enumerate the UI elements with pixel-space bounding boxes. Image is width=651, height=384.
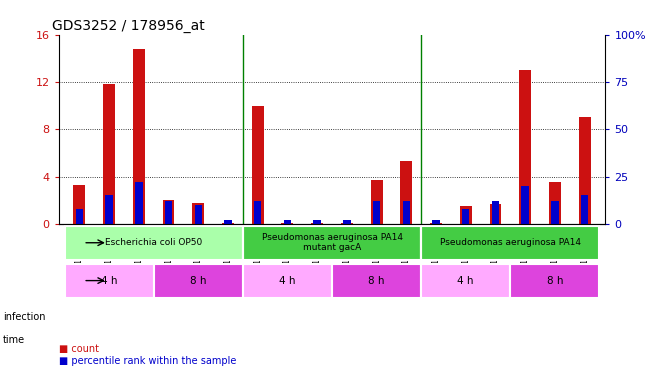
Bar	[579, 118, 590, 224]
Bar	[462, 209, 469, 224]
Bar	[373, 201, 380, 224]
FancyBboxPatch shape	[421, 263, 510, 298]
Bar	[225, 220, 232, 224]
Bar	[551, 201, 559, 224]
Bar	[163, 200, 174, 224]
Text: 4 h: 4 h	[279, 276, 296, 286]
FancyBboxPatch shape	[64, 226, 243, 260]
Text: 8 h: 8 h	[190, 276, 206, 286]
Text: 4 h: 4 h	[101, 276, 117, 286]
Bar	[370, 180, 383, 224]
Bar	[252, 106, 264, 224]
Bar	[165, 201, 173, 224]
FancyBboxPatch shape	[154, 263, 243, 298]
Bar	[103, 84, 115, 224]
Text: GDS3252 / 178956_at: GDS3252 / 178956_at	[52, 19, 205, 33]
Text: Pseudomonas aeruginosa PA14
mutant gacA: Pseudomonas aeruginosa PA14 mutant gacA	[262, 233, 402, 252]
Bar	[311, 223, 323, 224]
Text: ■ percentile rank within the sample: ■ percentile rank within the sample	[59, 356, 236, 366]
FancyBboxPatch shape	[64, 263, 154, 298]
Bar	[254, 201, 262, 224]
Bar	[581, 195, 589, 224]
Bar	[521, 186, 529, 224]
Bar	[430, 223, 442, 224]
Bar	[195, 205, 202, 224]
Bar	[313, 220, 321, 224]
Bar	[400, 161, 412, 224]
Bar	[460, 206, 472, 224]
Bar	[549, 182, 561, 224]
Bar	[341, 223, 353, 224]
Text: 8 h: 8 h	[547, 276, 563, 286]
Bar	[402, 201, 410, 224]
FancyBboxPatch shape	[243, 226, 421, 260]
Bar	[222, 223, 234, 224]
Text: infection: infection	[3, 312, 46, 322]
Bar	[74, 185, 85, 224]
Bar	[105, 195, 113, 224]
Bar	[192, 202, 204, 224]
FancyBboxPatch shape	[510, 263, 600, 298]
Bar	[135, 182, 143, 224]
Text: ■ count: ■ count	[59, 344, 98, 354]
Bar	[492, 201, 499, 224]
Text: Pseudomonas aeruginosa PA14: Pseudomonas aeruginosa PA14	[440, 238, 581, 247]
Text: Escherichia coli OP50: Escherichia coli OP50	[105, 238, 202, 247]
Bar	[133, 49, 145, 224]
FancyBboxPatch shape	[332, 263, 421, 298]
Bar	[284, 220, 291, 224]
Bar	[490, 204, 501, 224]
Bar	[76, 209, 83, 224]
Text: time: time	[3, 335, 25, 345]
Bar	[432, 220, 439, 224]
Text: 4 h: 4 h	[458, 276, 474, 286]
FancyBboxPatch shape	[421, 226, 600, 260]
Bar	[281, 223, 294, 224]
Text: 8 h: 8 h	[368, 276, 385, 286]
Bar	[519, 70, 531, 224]
FancyBboxPatch shape	[243, 263, 332, 298]
Bar	[343, 220, 351, 224]
